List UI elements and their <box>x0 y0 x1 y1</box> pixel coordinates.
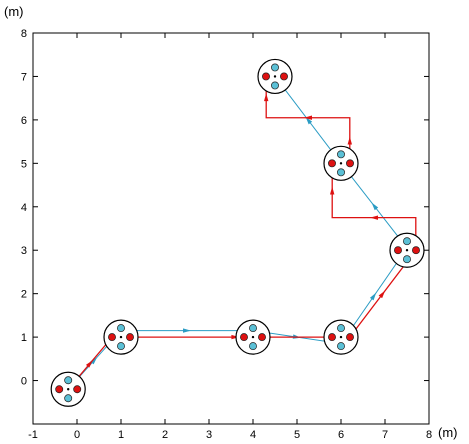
robot-blue-wheel <box>249 324 257 333</box>
robot-red-wheel <box>240 333 248 342</box>
robot-red-wheel <box>55 385 64 394</box>
robot-red-wheel <box>346 159 354 168</box>
path-arrowhead-1 <box>370 215 378 220</box>
robot-blue-wheel <box>337 342 345 351</box>
x-tick-label: 8 <box>426 429 432 441</box>
path-arrowhead-1 <box>378 290 386 299</box>
y-tick-label: 0 <box>21 376 27 388</box>
x-tick-label: 4 <box>250 429 256 441</box>
y-tick-label: 3 <box>21 245 27 257</box>
robot-blue-wheel <box>403 255 411 264</box>
robot-center-dot <box>273 75 277 78</box>
x-tick-label: 1 <box>118 429 124 441</box>
robot-blue-wheel <box>271 81 279 90</box>
robot-blue-wheel <box>337 150 345 159</box>
robot-blue-wheel <box>337 324 345 333</box>
path-arrowhead-0 <box>371 202 379 211</box>
path-arrowhead-0 <box>305 116 313 125</box>
robot-blue-wheel <box>64 394 73 403</box>
path-arrowhead-0 <box>90 356 98 365</box>
path-arrowhead-1 <box>304 115 312 120</box>
robot-red-wheel <box>346 333 354 342</box>
robot-blue-wheel <box>117 324 125 333</box>
robot-blue-wheel <box>249 342 257 351</box>
robot-red-wheel <box>73 385 82 394</box>
robot-red-wheel <box>262 72 270 81</box>
robot-red-wheel <box>394 246 402 255</box>
x-tick-label: 7 <box>382 429 388 441</box>
y-tick-label: 8 <box>21 28 27 40</box>
path-arrowhead-1 <box>264 93 269 102</box>
path-arrowhead-0 <box>369 292 377 301</box>
x-tick-label: 0 <box>74 429 80 441</box>
robot-red-wheel <box>108 333 116 342</box>
robot-red-wheel <box>258 333 266 342</box>
path-arrowhead-0 <box>183 328 191 333</box>
x-tick-label: 3 <box>206 429 212 441</box>
x-tick-label: 6 <box>338 429 344 441</box>
robot-center-dot <box>251 335 255 339</box>
x-axis-unit-label: (m) <box>438 425 458 440</box>
x-tick-label: -1 <box>28 429 38 441</box>
path-arrowhead-1 <box>330 186 335 195</box>
y-tick-label: 7 <box>21 71 27 83</box>
robot-red-wheel <box>328 333 336 342</box>
y-tick-label: 6 <box>21 115 27 127</box>
robot-center-dot <box>405 249 409 252</box>
robot-center-dot <box>67 388 70 391</box>
plot-frame <box>32 32 430 425</box>
y-tick-label: 1 <box>21 332 27 344</box>
path-arrowhead-1 <box>85 360 93 368</box>
robot-red-wheel <box>126 333 134 342</box>
y-tick-label: 5 <box>21 158 27 170</box>
y-tick-label: 2 <box>21 289 27 301</box>
robot-red-wheel <box>280 72 288 81</box>
y-tick-label: 4 <box>21 202 27 214</box>
robot-blue-wheel <box>403 237 411 246</box>
robot-blue-wheel <box>117 342 125 351</box>
robot-red-wheel <box>328 159 336 168</box>
robot-blue-wheel <box>271 63 279 72</box>
robot-red-wheel <box>412 246 420 255</box>
robot-center-dot <box>119 335 123 339</box>
robot-blue-wheel <box>337 168 345 177</box>
robot-center-dot <box>339 335 343 339</box>
path-arrowhead-1 <box>347 136 352 145</box>
x-tick-label: 2 <box>162 429 168 441</box>
x-tick-label: 5 <box>294 429 300 441</box>
y-axis-unit-label: (m) <box>4 4 24 19</box>
path-arrowhead-1 <box>231 334 240 340</box>
robot-blue-wheel <box>64 376 73 385</box>
robot-center-dot <box>339 162 343 165</box>
